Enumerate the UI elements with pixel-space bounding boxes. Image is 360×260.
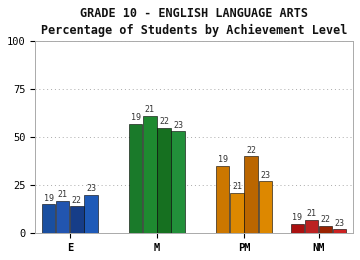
Text: 19: 19 [292, 213, 302, 222]
Bar [84, 195, 98, 233]
Bar [56, 201, 69, 233]
Bar [70, 206, 84, 233]
Text: 23: 23 [86, 184, 96, 193]
Text: 22: 22 [159, 117, 169, 126]
Bar [333, 230, 346, 233]
Bar [291, 224, 304, 233]
Text: 23: 23 [173, 121, 183, 130]
Bar [42, 204, 55, 233]
Bar [143, 116, 157, 233]
Text: 21: 21 [232, 183, 242, 191]
Text: 21: 21 [145, 106, 155, 114]
Bar [244, 157, 258, 233]
Text: 23: 23 [335, 219, 345, 228]
Bar [171, 131, 185, 233]
Text: 22: 22 [246, 146, 256, 155]
Title: GRADE 10 - ENGLISH LANGUAGE ARTS
Percentage of Students by Achievement Level: GRADE 10 - ENGLISH LANGUAGE ARTS Percent… [41, 7, 347, 37]
Text: 22: 22 [321, 215, 331, 224]
Text: 19: 19 [44, 194, 54, 203]
Bar [230, 193, 244, 233]
Text: 23: 23 [260, 171, 270, 180]
Bar [258, 181, 272, 233]
Text: 19: 19 [218, 155, 228, 165]
Bar [319, 226, 332, 233]
Bar [129, 124, 143, 233]
Bar [216, 166, 229, 233]
Text: 21: 21 [58, 190, 68, 199]
Text: 21: 21 [307, 209, 316, 218]
Bar [157, 128, 171, 233]
Text: 22: 22 [72, 196, 82, 205]
Text: 19: 19 [131, 113, 141, 122]
Bar [305, 220, 318, 233]
